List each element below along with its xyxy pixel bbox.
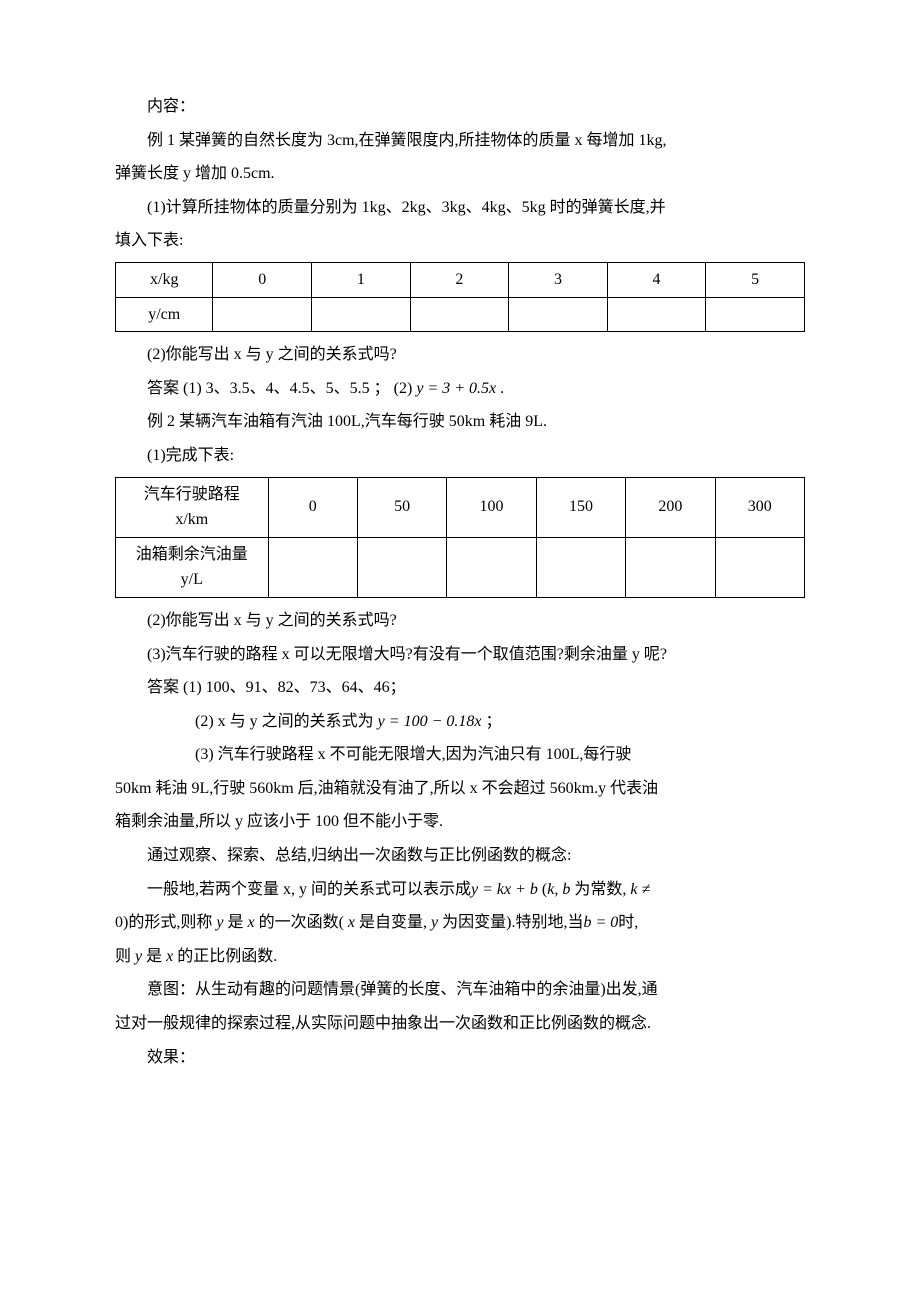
cell: [715, 537, 804, 597]
cell: [357, 537, 446, 597]
cell: 3: [509, 262, 608, 297]
content-label: 内容：: [115, 90, 805, 124]
example2-ans1: 答案 (1) 100、91、82、73、64、46；: [115, 671, 805, 705]
text: 的正比例函数.: [173, 948, 277, 965]
cell: 200: [626, 477, 715, 537]
example2-line1: 例 2 某辆汽车油箱有汽油 100L,汽车每行驶 50km 耗油 9L.: [115, 405, 805, 439]
cell: 4: [607, 262, 706, 297]
punct: ；: [481, 713, 501, 730]
cell: 5: [706, 262, 805, 297]
cell: [706, 297, 805, 332]
cell: 2: [410, 262, 509, 297]
example2-q1: (1)完成下表:: [115, 439, 805, 473]
cell: 100: [447, 477, 536, 537]
cell: [536, 537, 625, 597]
formula: y = 100 − 0.18x: [378, 713, 482, 730]
concept-intro: 通过观察、探索、总结,归纳出一次函数与正比例函数的概念:: [115, 839, 805, 873]
text: 为因变量).特别地,当: [438, 914, 583, 931]
cell: 0: [213, 262, 312, 297]
text: 则: [115, 948, 135, 965]
text: 为常数,: [570, 881, 626, 898]
cell: [607, 297, 706, 332]
cell: [626, 537, 715, 597]
fuel-table: 汽车行驶路程x/km 0 50 100 150 200 300 油箱剩余汽油量y…: [115, 477, 805, 598]
text: 的一次函数(: [255, 914, 348, 931]
spring-table: x/kg 0 1 2 3 4 5 y/cm: [115, 262, 805, 332]
intention-line2: 过对一般规律的探索过程,从实际问题中抽象出一次函数和正比例函数的概念.: [115, 1007, 805, 1041]
cell: 汽车行驶路程x/km: [116, 477, 269, 537]
text: 一般地,若两个变量 x, y 间的关系式可以表示成: [147, 881, 471, 898]
example1-line1: 例 1 某弹簧的自然长度为 3cm,在弹簧限度内,所挂物体的质量 x 每增加 1…: [115, 124, 805, 158]
text: 0)的形式,则称: [115, 914, 216, 931]
document-page: 内容： 例 1 某弹簧的自然长度为 3cm,在弹簧限度内,所挂物体的质量 x 每…: [0, 0, 920, 1302]
example2-ans2: (2) x 与 y 之间的关系式为 y = 100 − 0.18x ；: [115, 705, 805, 739]
text: 是自变量,: [355, 914, 431, 931]
example2-ans3-line2: 50km 耗油 9L,行驶 560km 后,油箱就没有油了,所以 x 不会超过 …: [115, 772, 805, 806]
example1-q1-line1: (1)计算所挂物体的质量分别为 1kg、2kg、3kg、4kg、5kg 时的弹簧…: [115, 191, 805, 225]
cell: [447, 537, 536, 597]
example1-line2: 弹簧长度 y 增加 0.5cm.: [115, 157, 805, 191]
intention-line1: 意图：从生动有趣的问题情景(弹簧的长度、汽车油箱中的余油量)出发,通: [115, 973, 805, 1007]
table-row: 汽车行驶路程x/km 0 50 100 150 200 300: [116, 477, 805, 537]
example2-ans3-line3: 箱剩余油量,所以 y 应该小于 100 但不能小于零.: [115, 805, 805, 839]
cell: 50: [357, 477, 446, 537]
effect-label: 效果：: [115, 1041, 805, 1075]
example1-q2: (2)你能写出 x 与 y 之间的关系式吗?: [115, 338, 805, 372]
example1-answer: 答案 (1) 3、3.5、4、4.5、5、5.5 ； (2) y = 3 + 0…: [115, 372, 805, 406]
cell: 油箱剩余汽油量y/L: [116, 537, 269, 597]
text: 是: [223, 914, 247, 931]
text: (: [538, 881, 547, 898]
formula: k ≠: [626, 881, 650, 898]
text: 时,: [618, 914, 638, 931]
cell: 0: [268, 477, 357, 537]
cell: 150: [536, 477, 625, 537]
cell: x/kg: [116, 262, 213, 297]
cell: [213, 297, 312, 332]
table-row: 油箱剩余汽油量y/L: [116, 537, 805, 597]
answer-text: 答案 (1) 3、3.5、4、4.5、5、5.5 ； (2): [147, 380, 416, 397]
table-row: y/cm: [116, 297, 805, 332]
formula: b = 0: [584, 914, 619, 931]
formula: y = kx + b: [471, 881, 538, 898]
example2-q3: (3)汽车行驶的路程 x 可以无限增大吗?有没有一个取值范围?剩余油量 y 呢?: [115, 638, 805, 672]
var: x: [247, 914, 254, 931]
cell: [509, 297, 608, 332]
cell: [312, 297, 411, 332]
cell: [410, 297, 509, 332]
answer-text: (2) x 与 y 之间的关系式为: [195, 713, 378, 730]
text: 是: [142, 948, 166, 965]
concept-line2: 0)的形式,则称 y 是 x 的一次函数( x 是自变量, y 为因变量).特别…: [115, 906, 805, 940]
formula: y = 3 + 0.5x: [416, 380, 496, 397]
cell: [268, 537, 357, 597]
cell: 1: [312, 262, 411, 297]
example1-q1-line2: 填入下表:: [115, 224, 805, 258]
cell: y/cm: [116, 297, 213, 332]
formula: k, b: [547, 881, 570, 898]
cell: 300: [715, 477, 804, 537]
punct: .: [496, 380, 504, 397]
var: x: [348, 914, 355, 931]
concept-line3: 则 y 是 x 的正比例函数.: [115, 940, 805, 974]
concept-line1: 一般地,若两个变量 x, y 间的关系式可以表示成y = kx + b (k, …: [115, 873, 805, 907]
example2-ans3-line1: (3) 汽车行驶路程 x 不可能无限增大,因为汽油只有 100L,每行驶: [115, 738, 805, 772]
example2-q2: (2)你能写出 x 与 y 之间的关系式吗?: [115, 604, 805, 638]
table-row: x/kg 0 1 2 3 4 5: [116, 262, 805, 297]
